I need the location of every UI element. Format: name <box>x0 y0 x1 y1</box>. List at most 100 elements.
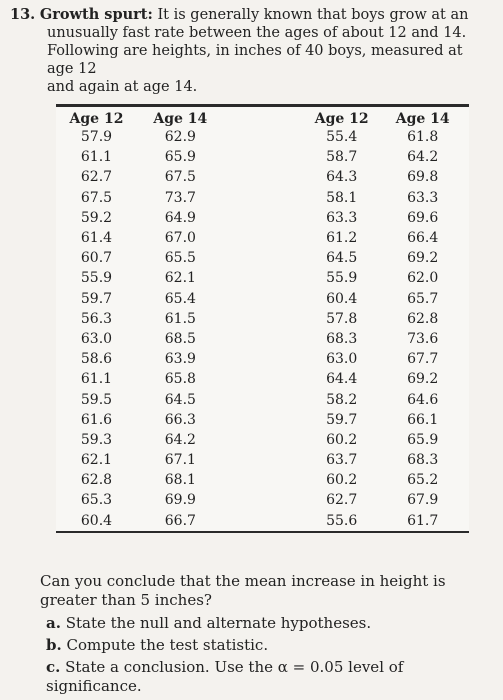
table-cell: 57.9 <box>80 129 113 146</box>
table-cell: 73.7 <box>164 189 196 206</box>
table-row: 59.3 64.2 60.2 65.9 <box>56 430 469 450</box>
table-cell: 61.6 <box>80 411 113 428</box>
question-c-text: State a conclusion. Use the α = 0.05 lev… <box>46 658 404 695</box>
question-a: a. State the null and alternate hypothes… <box>46 614 500 633</box>
question-b: b. Compute the test statistic. <box>46 636 500 655</box>
table-cell: 69.2 <box>407 250 439 267</box>
table-cell: 60.4 <box>326 290 358 307</box>
table-row: 67.5 73.7 58.1 63.3 <box>56 188 469 208</box>
table-cell: 65.3 <box>80 492 113 509</box>
table-cell: 66.3 <box>164 411 196 428</box>
table-cell: 62.1 <box>80 452 113 469</box>
table-cell: 59.3 <box>80 431 113 448</box>
table-row: 58.6 63.9 63.0 67.7 <box>56 349 469 369</box>
table-cell: 56.3 <box>80 310 113 327</box>
table-cell: 58.7 <box>326 149 358 166</box>
table-cell: 55.6 <box>326 512 358 529</box>
table-cell: 64.5 <box>164 391 196 408</box>
table-cell: 67.7 <box>407 351 439 368</box>
table-cell: 59.2 <box>80 209 113 226</box>
problem-title: Growth spurt: <box>39 6 153 23</box>
table-cell: 61.2 <box>326 230 358 247</box>
table-row: 65.3 69.9 62.7 67.9 <box>56 490 469 510</box>
table-row: 63.0 68.5 68.3 73.6 <box>56 329 469 349</box>
header-age12-b: Age 12 <box>314 111 369 127</box>
table-cell: 67.0 <box>164 230 196 247</box>
table-cell: 64.3 <box>326 169 358 186</box>
table-cell: 65.7 <box>407 290 439 307</box>
table-cell: 62.1 <box>164 270 196 287</box>
table-row: 62.8 68.1 60.2 65.2 <box>56 470 469 490</box>
table-cell: 67.1 <box>164 452 196 469</box>
table-cell: 67.5 <box>80 189 113 206</box>
table-row: 61.1 65.9 58.7 64.2 <box>56 147 469 167</box>
table-cell: 69.2 <box>407 371 439 388</box>
table-cell: 60.4 <box>80 512 113 529</box>
table-cell: 62.7 <box>326 492 358 509</box>
problem-line-3: Following are heights, in inches of 40 b… <box>47 43 463 77</box>
table-top-rule <box>56 104 469 107</box>
problem-number: 13. <box>10 6 36 23</box>
table-cell: 73.6 <box>407 330 439 347</box>
table-cell: 65.2 <box>407 472 439 489</box>
table-row: 55.9 62.1 55.9 62.0 <box>56 268 469 288</box>
problem-line-1: It is generally known that boys grow at … <box>157 7 469 23</box>
table-row: 61.6 66.3 59.7 66.1 <box>56 410 469 430</box>
table-cell: 58.1 <box>326 189 358 206</box>
table-row: 60.4 66.7 55.6 61.7 <box>56 511 469 531</box>
table-cell: 58.6 <box>80 351 113 368</box>
table-cell: 61.5 <box>164 310 196 327</box>
table-cell: 62.7 <box>80 169 113 186</box>
table-cell: 65.8 <box>164 371 196 388</box>
question-a-text: State the null and alternate hypotheses. <box>65 614 372 632</box>
table-cell: 62.9 <box>164 129 196 146</box>
table-row: 60.7 65.5 64.5 69.2 <box>56 248 469 268</box>
table-cell: 67.9 <box>407 492 439 509</box>
table-cell: 69.6 <box>407 209 439 226</box>
table-cell: 65.9 <box>407 431 439 448</box>
table-row: 57.9 62.9 55.4 61.8 <box>56 127 469 147</box>
table-cell: 65.5 <box>164 250 196 267</box>
table-cell: 63.0 <box>326 351 358 368</box>
table-cell: 63.0 <box>80 330 113 347</box>
table-row: 61.4 67.0 61.2 66.4 <box>56 228 469 248</box>
table-cell: 62.0 <box>407 270 439 287</box>
table-cell: 60.7 <box>80 250 113 267</box>
header-age12-a: Age 12 <box>69 111 124 127</box>
table-cell: 61.4 <box>80 230 113 247</box>
table-cell: 61.8 <box>407 129 439 146</box>
table-bottom-rule <box>56 530 469 533</box>
problem-first-line: 13. Growth spurt: It is generally known … <box>10 6 490 24</box>
header-age14-b: Age 14 <box>395 111 450 127</box>
table-cell: 67.5 <box>164 169 196 186</box>
table-cell: 63.3 <box>407 189 439 206</box>
problem-statement: 13. Growth spurt: It is generally known … <box>10 6 490 96</box>
table-cell: 68.1 <box>164 472 196 489</box>
table-cell: 62.8 <box>407 310 439 327</box>
table-cell: 64.9 <box>164 209 196 226</box>
question-intro: Can you conclude that the mean increase … <box>40 572 446 609</box>
table-cell: 63.7 <box>326 452 358 469</box>
table-cell: 60.2 <box>326 431 358 448</box>
table-cell: 59.7 <box>80 290 113 307</box>
problem-line-4: and again at age 14. <box>47 79 198 95</box>
table-cell: 64.2 <box>407 149 439 166</box>
problem-line-2: unusually fast rate between the ages of … <box>47 25 467 41</box>
table-cell: 59.5 <box>80 391 113 408</box>
table-cell: 66.7 <box>164 512 196 529</box>
table-cell: 55.9 <box>80 270 113 287</box>
table-row: 62.1 67.1 63.7 68.3 <box>56 450 469 470</box>
table-cell: 65.4 <box>164 290 196 307</box>
table-cell: 63.9 <box>164 351 196 368</box>
header-age14-a: Age 14 <box>153 111 208 127</box>
table-row: 59.7 65.4 60.4 65.7 <box>56 289 469 309</box>
table-cell: 55.4 <box>326 129 358 146</box>
table-cell: 66.1 <box>407 411 439 428</box>
table-cell: 60.2 <box>326 472 358 489</box>
table-cell: 57.8 <box>326 310 358 327</box>
table-body: 57.9 62.9 55.4 61.8 61.1 65.9 58.7 64.2 62.7 67.5… <box>56 127 469 531</box>
table-row: 59.2 64.9 63.3 69.6 <box>56 208 469 228</box>
table-cell: 62.8 <box>80 472 113 489</box>
table-cell: 61.1 <box>80 149 113 166</box>
table-row: 56.3 61.5 57.8 62.8 <box>56 309 469 329</box>
